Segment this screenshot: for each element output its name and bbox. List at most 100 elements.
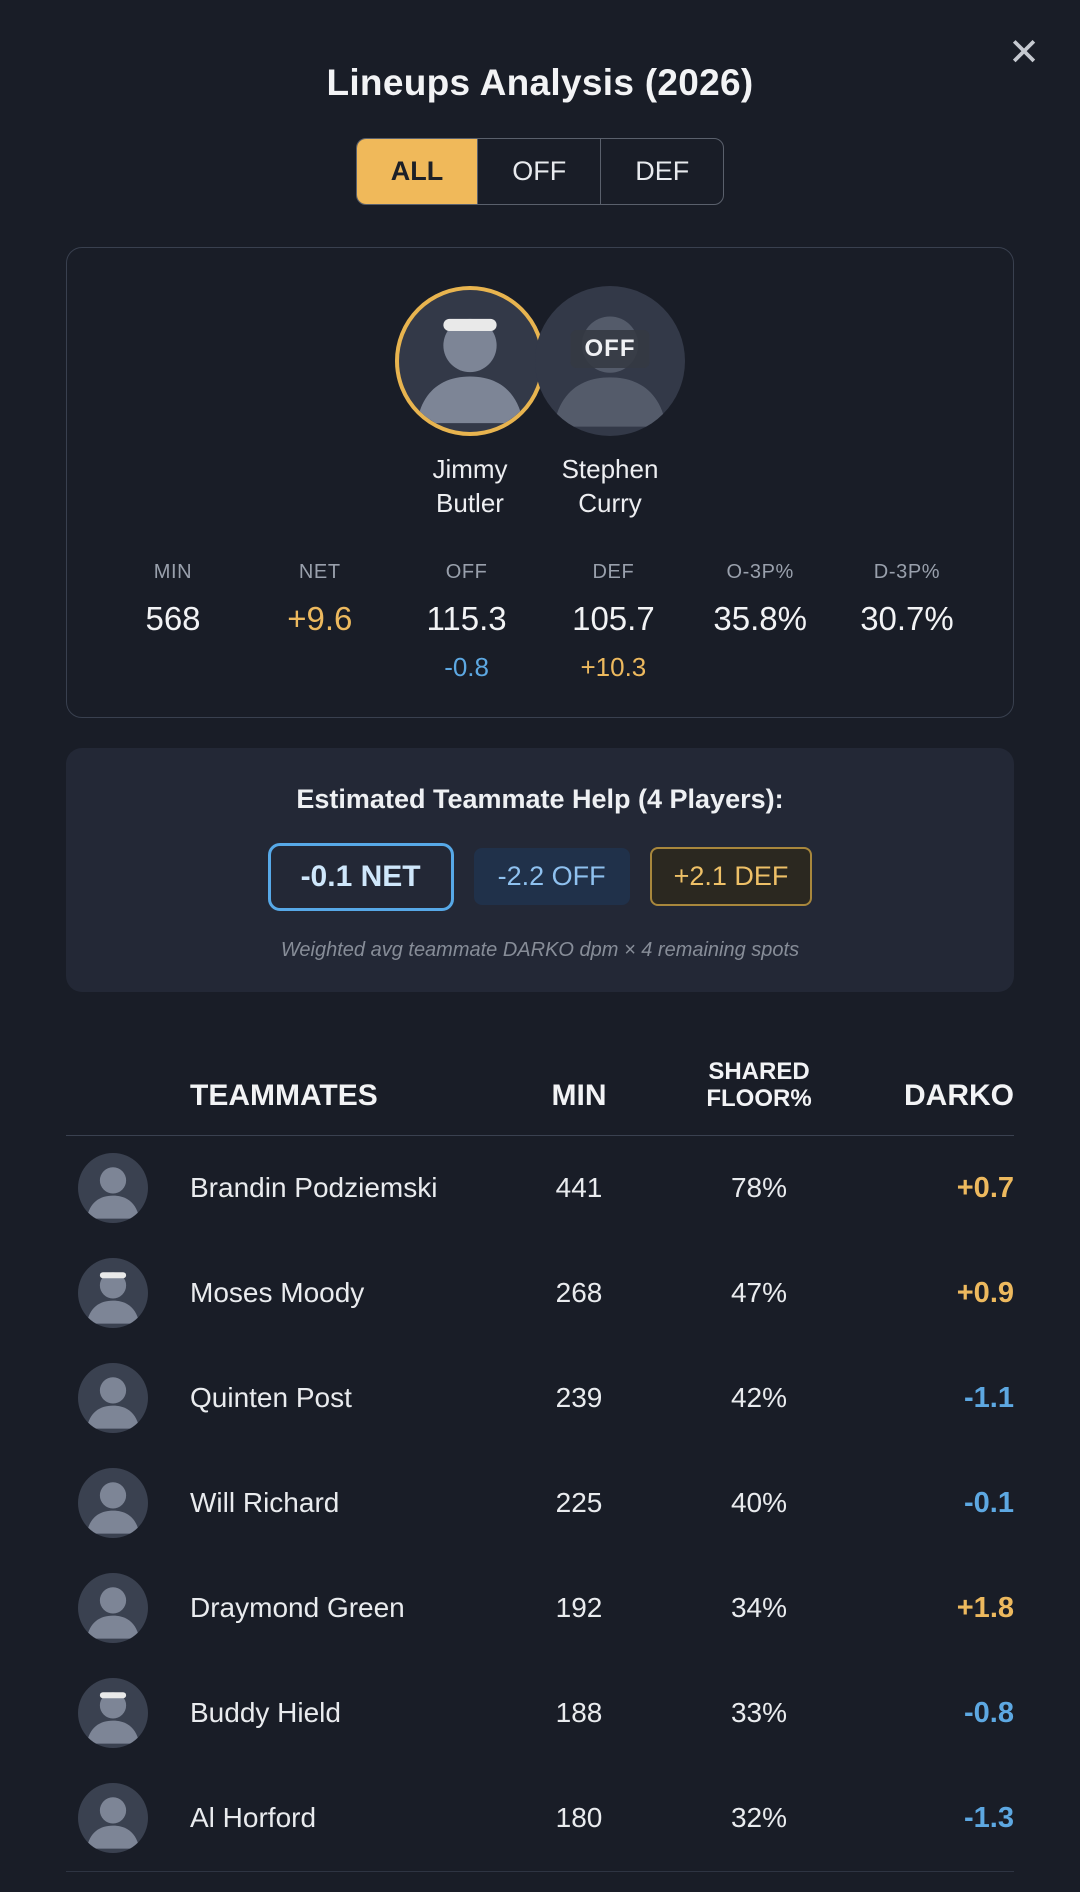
teammate-darko: -0.8 xyxy=(964,1696,1014,1729)
view-mode-tabs: ALL OFF DEF xyxy=(355,138,725,205)
teammate-darko: -1.3 xyxy=(964,1801,1014,1834)
tab-all[interactable]: ALL xyxy=(356,139,478,204)
teammate-avatar xyxy=(78,1573,148,1644)
teammate-min: 180 xyxy=(555,1802,603,1834)
column-header-min: MIN xyxy=(551,1078,607,1112)
close-icon[interactable]: ✕ xyxy=(1008,32,1040,74)
teammate-name: Al Horford xyxy=(190,1802,317,1834)
stat-value: 105.7 xyxy=(572,599,655,637)
stat-label: D-3P% xyxy=(873,560,941,583)
table-row[interactable]: Al Horford 180 32% -1.3 xyxy=(66,1766,1014,1871)
teammate-shared-floor: 33% xyxy=(730,1697,788,1729)
lineup-stats-row: MIN 568 NET +9.6 OFF 115.3 -0.8 DEF 105.… xyxy=(95,561,985,683)
stat-label: O-3P% xyxy=(726,560,794,583)
stat-def: DEF 105.7 +10.3 xyxy=(563,561,663,683)
teammate-min: 441 xyxy=(555,1172,603,1204)
stat-delta: -0.8 xyxy=(444,651,489,682)
player-avatar xyxy=(395,286,545,436)
player-first-name: Stephen xyxy=(561,454,659,484)
stat-label: NET xyxy=(298,560,341,583)
tab-off[interactable]: OFF xyxy=(477,139,600,204)
column-header-shared-floor: SHARED FLOOR% xyxy=(654,1058,864,1113)
stat-delta xyxy=(123,652,223,682)
table-row[interactable]: Moses Moody 268 47% +0.9 xyxy=(66,1241,1014,1346)
teammate-name: Draymond Green xyxy=(190,1592,405,1624)
stat-value: 568 xyxy=(145,599,201,637)
stat-delta: +10.3 xyxy=(580,651,647,682)
tab-def[interactable]: DEF xyxy=(600,139,723,204)
teammate-name: Buddy Hield xyxy=(190,1697,341,1729)
teammate-help-title: Estimated Teammate Help (4 Players): xyxy=(296,783,784,814)
player-toggle-jimmy-butler[interactable]: Jimmy Butler xyxy=(395,286,545,521)
stat-delta xyxy=(270,652,370,682)
player-name: Stephen Curry xyxy=(535,452,685,521)
off-help-badge[interactable]: -2.2 OFF xyxy=(473,848,630,906)
shared-header-line2: FLOOR% xyxy=(706,1085,812,1113)
teammate-darko: +0.9 xyxy=(956,1276,1014,1309)
teammate-shared-floor: 32% xyxy=(730,1802,788,1834)
off-status-badge: OFF xyxy=(570,330,650,368)
teammate-min: 239 xyxy=(555,1382,603,1414)
player-name: Jimmy Butler xyxy=(395,452,545,521)
page-title: Lineups Analysis (2026) xyxy=(326,62,754,103)
stat-delta xyxy=(710,652,810,682)
teammate-name: Brandin Podziemski xyxy=(190,1172,438,1204)
teammate-shared-floor: 78% xyxy=(730,1172,788,1204)
teammate-darko: +0.7 xyxy=(956,1171,1014,1204)
teammate-name: Moses Moody xyxy=(190,1277,365,1309)
def-help-badge[interactable]: +2.1 DEF xyxy=(649,847,813,907)
stat-min: MIN 568 xyxy=(123,561,223,683)
shared-header-line1: SHARED xyxy=(708,1057,810,1085)
teammate-shared-floor: 34% xyxy=(730,1592,788,1624)
teammate-avatar xyxy=(78,1468,148,1539)
teammate-avatar xyxy=(78,1153,148,1224)
lineup-summary-card: Jimmy Butler OFF Stephen Curry xyxy=(66,247,1014,718)
teammate-min: 268 xyxy=(555,1277,603,1309)
teammate-min: 188 xyxy=(555,1697,603,1729)
net-help-badge[interactable]: -0.1 NET xyxy=(267,842,454,911)
table-row[interactable]: Buddy Hield 188 33% -0.8 xyxy=(66,1661,1014,1766)
player-last-name: Butler xyxy=(436,488,504,519)
stat-off: OFF 115.3 -0.8 xyxy=(417,561,517,683)
teammate-darko: +1.8 xyxy=(956,1591,1014,1624)
player-first-name: Jimmy xyxy=(432,454,508,484)
table-bottom-divider xyxy=(66,1870,1014,1872)
teammate-help-caption: Weighted avg teammate DARKO dpm × 4 rema… xyxy=(280,938,800,961)
table-row[interactable]: Draymond Green 192 34% +1.8 xyxy=(66,1556,1014,1661)
stat-value: 115.3 xyxy=(426,599,507,637)
stat-value: +9.6 xyxy=(287,599,353,637)
player-toggle-stephen-curry[interactable]: OFF Stephen Curry xyxy=(535,286,685,521)
teammate-avatar xyxy=(78,1258,148,1329)
teammate-avatar xyxy=(78,1678,148,1749)
table-row[interactable]: Will Richard 225 40% -0.1 xyxy=(66,1451,1014,1556)
stat-d3p: D-3P% 30.7% xyxy=(857,561,957,683)
stat-net: NET +9.6 xyxy=(270,561,370,683)
teammate-darko: -1.1 xyxy=(964,1381,1014,1414)
teammate-name: Quinten Post xyxy=(190,1382,352,1414)
teammate-shared-floor: 47% xyxy=(730,1277,788,1309)
teammate-min: 192 xyxy=(555,1592,603,1624)
teammates-table-header: TEAMMATES MIN SHARED FLOOR% DARKO xyxy=(66,1058,1014,1136)
column-header-teammates: TEAMMATES xyxy=(190,1078,378,1112)
table-row[interactable]: Quinten Post 239 42% -1.1 xyxy=(66,1346,1014,1451)
stat-label: DEF xyxy=(592,560,635,583)
teammate-shared-floor: 40% xyxy=(730,1487,788,1519)
teammate-avatar xyxy=(78,1783,148,1854)
player-avatar: OFF xyxy=(535,286,685,436)
teammate-min: 225 xyxy=(555,1487,603,1519)
teammates-table: TEAMMATES MIN SHARED FLOOR% DARKO Brandi… xyxy=(66,1058,1014,1872)
teammate-darko: -0.1 xyxy=(964,1486,1014,1519)
table-row[interactable]: Brandin Podziemski 441 78% +0.7 xyxy=(66,1136,1014,1241)
stat-value: 35.8% xyxy=(713,599,807,637)
stat-o3p: O-3P% 35.8% xyxy=(710,561,810,683)
stat-label: MIN xyxy=(153,560,193,583)
stat-value: 30.7% xyxy=(860,599,954,637)
player-last-name: Curry xyxy=(578,488,642,519)
teammate-name: Will Richard xyxy=(190,1487,340,1519)
stat-delta xyxy=(857,652,957,682)
teammate-avatar xyxy=(78,1363,148,1434)
teammate-shared-floor: 42% xyxy=(730,1382,788,1414)
stat-label: OFF xyxy=(445,560,488,583)
teammate-help-card: Estimated Teammate Help (4 Players): -0.… xyxy=(66,747,1014,992)
